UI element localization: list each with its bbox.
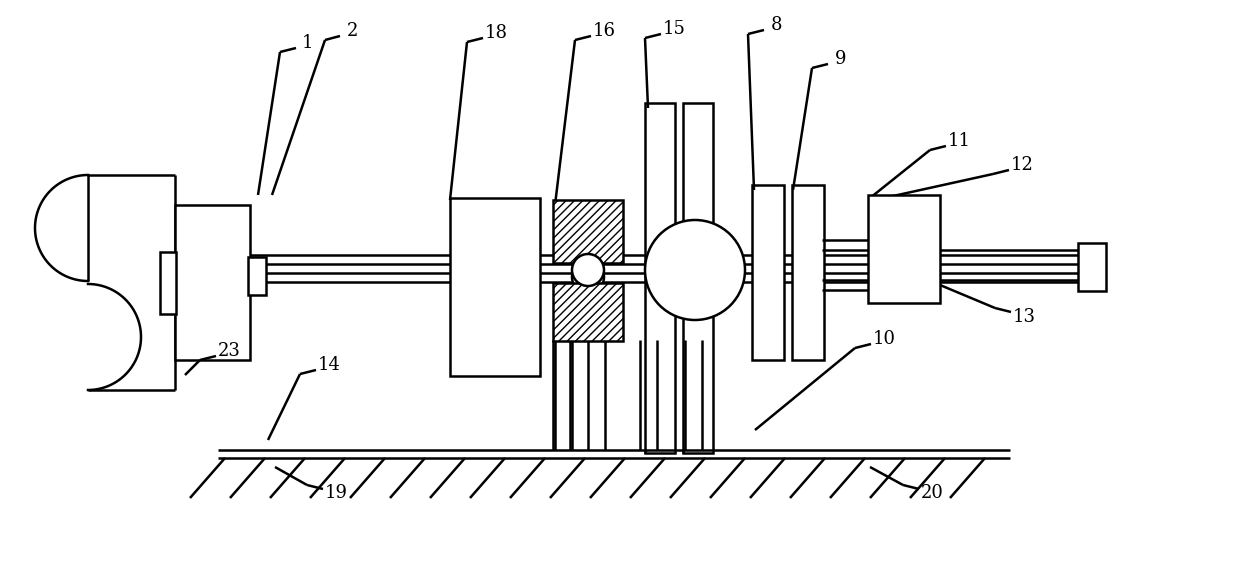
Text: 23: 23 bbox=[217, 342, 241, 360]
Text: 12: 12 bbox=[1011, 156, 1033, 174]
Bar bbox=[868, 195, 940, 303]
Text: 14: 14 bbox=[317, 356, 341, 374]
Bar bbox=[175, 205, 250, 360]
Bar bbox=[751, 185, 784, 360]
Bar bbox=[160, 252, 176, 314]
Text: 8: 8 bbox=[771, 16, 782, 34]
Bar bbox=[553, 200, 622, 263]
Bar bbox=[248, 257, 267, 295]
Text: 9: 9 bbox=[836, 50, 847, 68]
Text: 10: 10 bbox=[873, 330, 895, 348]
Text: 1: 1 bbox=[303, 34, 314, 52]
Bar bbox=[450, 198, 539, 376]
Text: 18: 18 bbox=[485, 24, 507, 42]
Text: 19: 19 bbox=[325, 484, 347, 502]
Bar bbox=[683, 103, 713, 453]
Text: 11: 11 bbox=[947, 132, 971, 150]
Bar bbox=[645, 103, 675, 453]
Circle shape bbox=[645, 220, 745, 320]
Bar bbox=[792, 185, 825, 360]
Bar bbox=[1078, 243, 1106, 291]
Text: 2: 2 bbox=[347, 22, 358, 40]
Text: 13: 13 bbox=[1013, 308, 1035, 326]
Circle shape bbox=[572, 261, 604, 293]
Text: 15: 15 bbox=[662, 20, 686, 38]
Text: 16: 16 bbox=[593, 22, 615, 40]
Circle shape bbox=[572, 254, 604, 286]
Bar bbox=[553, 283, 622, 341]
Text: 20: 20 bbox=[920, 484, 944, 502]
